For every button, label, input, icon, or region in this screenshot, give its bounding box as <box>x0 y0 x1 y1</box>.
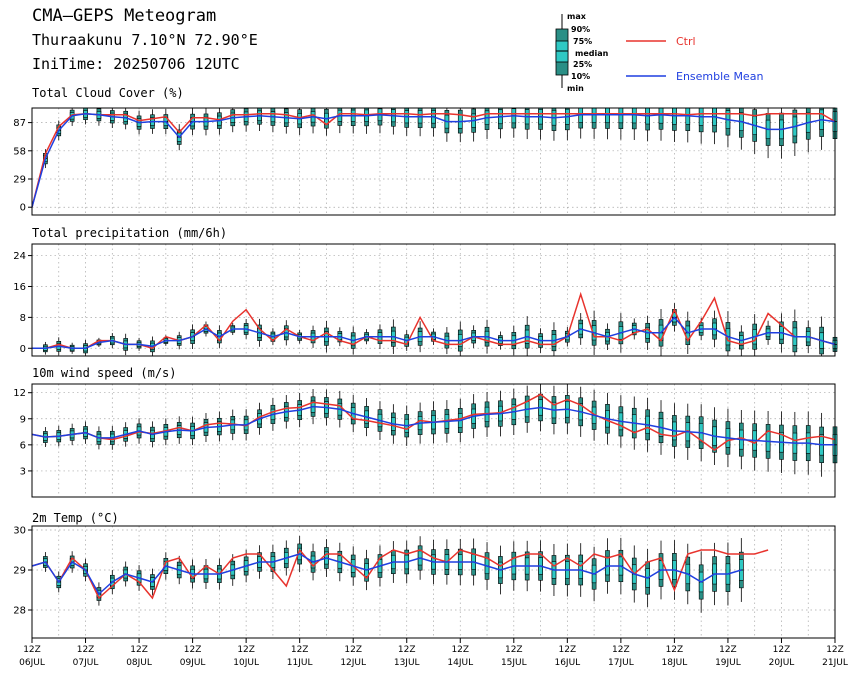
x-tick-date: 16JUL <box>554 658 580 668</box>
x-tick-date: 08JUL <box>126 658 152 668</box>
x-tick-hour: 12Z <box>184 645 202 655</box>
x-tick-date: 09JUL <box>180 658 206 668</box>
x-tick-hour: 12Z <box>291 645 309 655</box>
x-tick-date: 19JUL <box>715 658 741 668</box>
meteogram-title: CMA—GEPS Meteogram <box>32 6 217 26</box>
ensemble-mean-line <box>31 405 835 446</box>
legend-ctrl-label: Ctrl <box>676 35 696 48</box>
x-tick-hour: 12Z <box>398 645 416 655</box>
panels: Total Cloud Cover (%) 0 29 58 87 Total precip… <box>13 86 838 639</box>
x-tick-hour: 12Z <box>77 645 95 655</box>
x-tick-date: 14JUL <box>447 658 473 668</box>
x-tick-date: 07JUL <box>73 658 99 668</box>
panel-frame <box>31 243 836 357</box>
legend-p75: 75% <box>573 37 592 46</box>
panel-3: 2m Temp (°C) 28 29 30 <box>13 511 836 639</box>
y-tick-label: 9 <box>20 414 26 425</box>
location-label: Thuraakunu 7.10°N 72.90°E <box>32 31 258 49</box>
x-tick-hour: 12Z <box>773 645 791 655</box>
x-tick-hour: 12Z <box>344 645 362 655</box>
y-tick-label: 0 <box>20 203 26 214</box>
y-tick-label: 3 <box>20 466 26 477</box>
x-tick-hour: 12Z <box>826 645 844 655</box>
ctrl-line <box>31 113 836 208</box>
panel-title: 2m Temp (°C) <box>32 511 119 525</box>
legend-mean-label: Ensemble Mean <box>676 70 763 83</box>
x-tick-date: 13JUL <box>394 658 420 668</box>
x-tick-date: 10JUL <box>233 658 259 668</box>
y-tick-label: 29 <box>13 175 26 186</box>
y-tick-label: 16 <box>13 282 26 293</box>
x-axis: 12Z 06JUL 12Z 07JUL 12Z 08JUL 12Z 09JUL 12Z 10JUL… <box>19 638 848 668</box>
ensemble-mean-line <box>31 113 836 208</box>
y-tick-label: 12 <box>13 388 26 399</box>
panel-frame <box>31 525 836 639</box>
legend-max: max <box>567 12 587 21</box>
init-time-label: IniTime: 20250706 12UTC <box>32 55 240 73</box>
panel-0: Total Cloud Cover (%) 0 29 58 87 <box>13 86 838 216</box>
x-tick-date: 21JUL <box>822 658 848 668</box>
x-tick-date: 06JUL <box>19 658 45 668</box>
y-tick-label: 28 <box>13 606 26 617</box>
y-tick-label: 6 <box>20 440 26 451</box>
ensemble-mean-line <box>32 316 836 350</box>
x-tick-hour: 12Z <box>505 645 523 655</box>
ensemble-mean-line <box>31 553 742 596</box>
y-tick-label: 24 <box>13 251 26 262</box>
panel-1: Total precipitation (mm/6h) 0 8 16 24 <box>13 226 838 357</box>
x-tick-hour: 12Z <box>559 645 577 655</box>
x-tick-hour: 12Z <box>666 645 684 655</box>
panel-title: Total precipitation (mm/6h) <box>32 226 227 240</box>
x-tick-date: 17JUL <box>608 658 634 668</box>
x-tick-hour: 12Z <box>237 645 255 655</box>
x-tick-date: 12JUL <box>340 658 366 668</box>
panel-title: Total Cloud Cover (%) <box>32 86 184 100</box>
y-tick-label: 29 <box>13 566 26 577</box>
y-tick-label: 87 <box>13 118 26 129</box>
y-tick-label: 58 <box>13 146 26 157</box>
legend-p10: 10% <box>571 72 590 81</box>
legend-median: median <box>575 49 609 58</box>
panel-frame <box>31 383 836 498</box>
x-tick-hour: 12Z <box>719 645 737 655</box>
ctrl-line <box>31 548 769 600</box>
x-tick-date: 18JUL <box>662 658 688 668</box>
x-tick-hour: 12Z <box>451 645 469 655</box>
legend: max 90% 75% median 25% 10% min Ctrl Ense… <box>555 12 763 93</box>
panel-2: 10m wind speed (m/s) 3 6 9 12 <box>13 366 838 498</box>
panel-title: 10m wind speed (m/s) <box>32 366 177 380</box>
y-tick-label: 0 <box>20 344 26 355</box>
y-tick-label: 30 <box>13 526 26 537</box>
x-tick-date: 11JUL <box>287 658 313 668</box>
x-tick-hour: 12Z <box>130 645 148 655</box>
legend-p90: 90% <box>571 25 590 34</box>
x-tick-hour: 12Z <box>612 645 630 655</box>
x-tick-date: 20JUL <box>769 658 795 668</box>
y-tick-label: 8 <box>20 313 26 324</box>
ctrl-line <box>32 291 836 350</box>
x-tick-hour: 12Z <box>23 645 41 655</box>
legend-p25: 25% <box>573 60 592 69</box>
legend-min: min <box>567 84 584 93</box>
x-tick-date: 15JUL <box>501 658 527 668</box>
panel-frame <box>31 107 836 216</box>
